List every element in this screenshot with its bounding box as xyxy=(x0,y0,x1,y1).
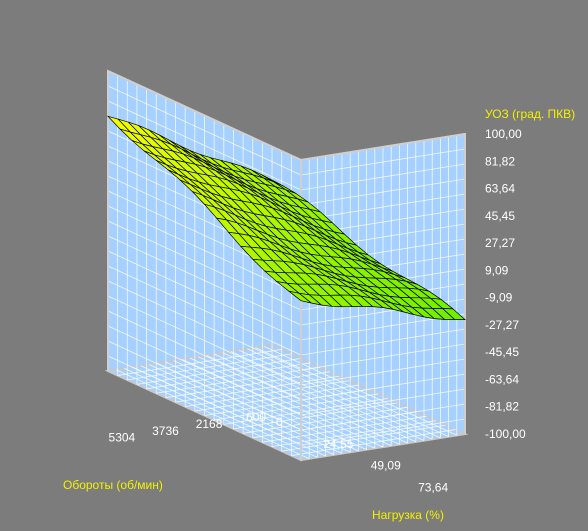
grid-line xyxy=(300,193,466,221)
load-tick-label: 24,55 xyxy=(323,437,353,451)
chart-walls xyxy=(104,69,469,462)
grid-line xyxy=(214,393,379,421)
z-tick-label: -45,45 xyxy=(485,345,519,359)
z-tick-label: -63,64 xyxy=(485,372,519,386)
load-tick-label: 0 xyxy=(276,415,283,429)
grid-line xyxy=(262,415,427,443)
z-tick-label: 63,64 xyxy=(485,182,515,196)
grid-line xyxy=(132,366,326,457)
grid-line xyxy=(116,369,310,460)
box-edge xyxy=(300,133,466,161)
z-tick-label: 81,82 xyxy=(485,154,515,168)
grid-line xyxy=(181,358,375,449)
grid-line xyxy=(252,411,417,439)
grid-line xyxy=(165,361,359,452)
grid-line xyxy=(233,402,398,430)
z-axis-title: УОЗ (град. ПКВ) xyxy=(485,107,575,121)
rpm-tick-label: 600 xyxy=(246,410,266,424)
grid-line xyxy=(243,406,408,434)
z-tick-label: 27,27 xyxy=(485,236,515,250)
z-tick-label: 9,09 xyxy=(485,263,509,277)
grid-line xyxy=(300,163,466,191)
rpm-tick-label: 3736 xyxy=(152,424,179,438)
grid-line xyxy=(124,368,318,458)
grid-line xyxy=(107,100,302,191)
z-tick-label: 100,00 xyxy=(485,127,522,141)
load-tick-label: 73,64 xyxy=(418,481,448,495)
z-axis-ticks: 100,00 81,82 63,64 45,45 27,27 9,09 -9,09 -27,2… xyxy=(485,127,526,441)
grid-line xyxy=(291,429,456,456)
surface-cell xyxy=(441,308,466,320)
z-tick-label: -9,09 xyxy=(485,291,513,305)
rpm-axis-ticks: 600 2168 3736 5304 xyxy=(109,410,267,445)
grid-line xyxy=(271,420,437,448)
rpm-tick-label: 5304 xyxy=(109,431,136,445)
rpm-axis-title: Обороты (об/мин) xyxy=(63,478,163,492)
grid-line xyxy=(107,85,302,176)
box-edge xyxy=(107,70,302,161)
grid-line xyxy=(300,178,466,206)
z-tick-label: -100,00 xyxy=(485,427,526,441)
load-tick-label: 49,09 xyxy=(371,459,401,473)
grid-line xyxy=(223,398,388,425)
grid-line xyxy=(107,205,302,296)
load-axis-title: Нагрузка (%) xyxy=(372,508,444,522)
grid-line xyxy=(157,362,351,453)
rpm-tick-label: 2168 xyxy=(196,417,223,431)
z-tick-label: -81,82 xyxy=(485,400,519,414)
grid-line xyxy=(189,357,384,448)
grid-line xyxy=(173,360,367,450)
load-axis-ticks: 0 24,55 49,09 73,64 xyxy=(276,415,448,495)
surface-mesh xyxy=(106,115,466,320)
grid-line xyxy=(107,220,302,311)
z-tick-label: 45,45 xyxy=(485,209,515,223)
grid-line xyxy=(300,148,466,176)
z-tick-label: -27,27 xyxy=(485,318,519,332)
grid-line xyxy=(148,364,343,454)
